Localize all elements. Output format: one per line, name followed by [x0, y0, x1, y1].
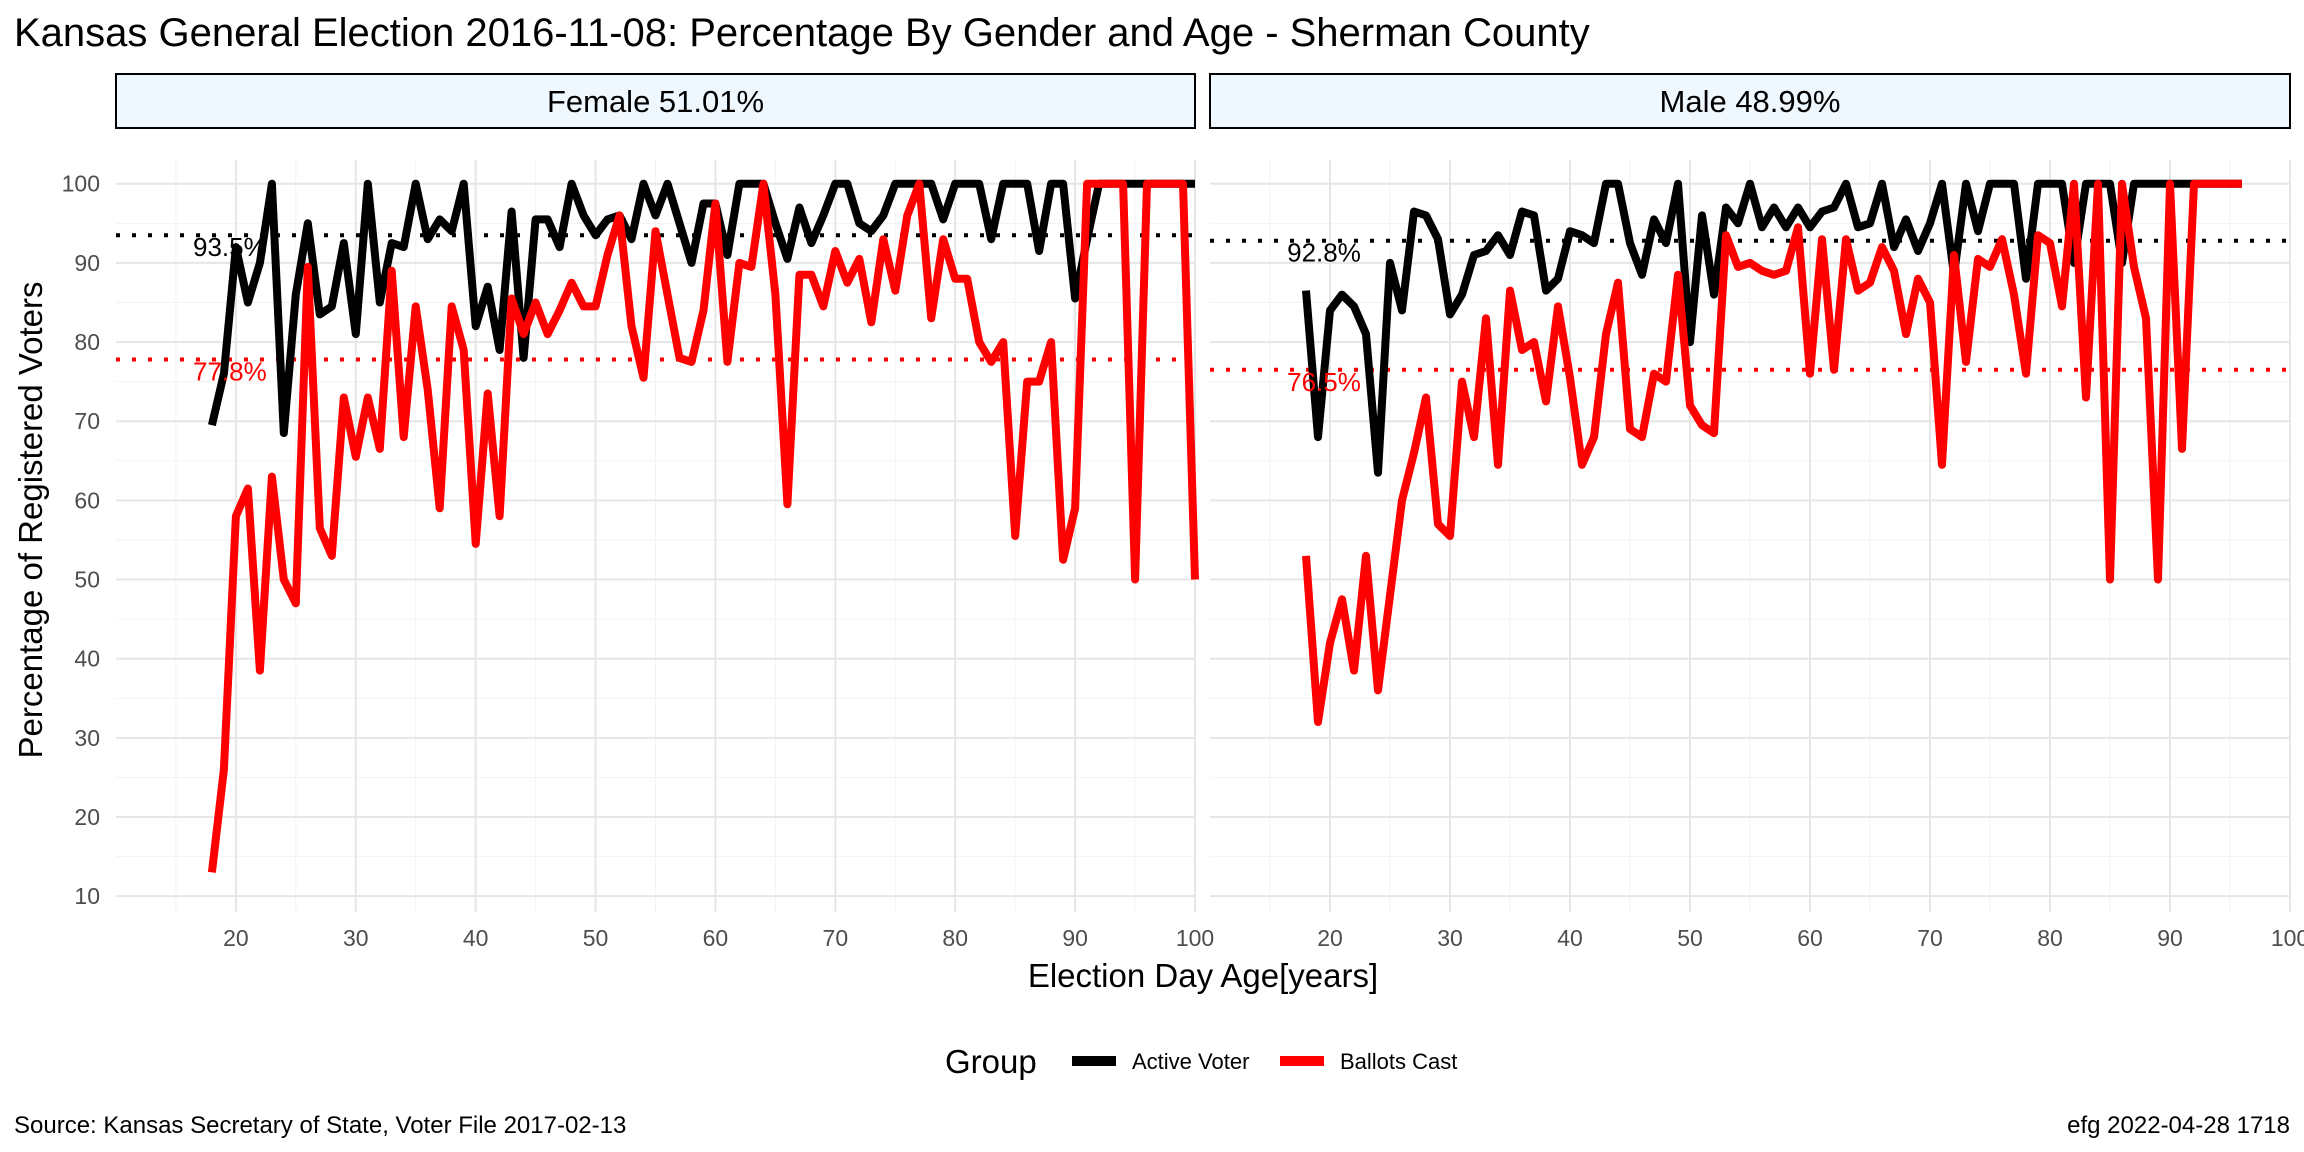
facet-strip-label: Male 48.99%: [1660, 84, 1841, 119]
legend-label-active-voter: Active Voter: [1132, 1049, 1249, 1074]
x-tick-label: 90: [1062, 925, 1088, 951]
ballots-cast-line: [207, 179, 1199, 873]
y-tick-label: 10: [74, 883, 100, 909]
credit-caption: efg 2022-04-28 1718: [2067, 1112, 2290, 1139]
active-voter-line: [1302, 179, 2242, 477]
y-tick-label: 100: [62, 171, 100, 197]
x-tick-label: 50: [583, 925, 609, 951]
y-tick-label: 60: [74, 487, 100, 513]
y-tick-label: 40: [74, 646, 100, 672]
x-tick-label: 100: [2271, 925, 2304, 951]
source-caption: Source: Kansas Secretary of State, Voter…: [14, 1112, 626, 1139]
x-tick-label: 30: [1437, 925, 1463, 951]
x-tick-label: 70: [1917, 925, 1943, 951]
ballots-cast-mean-label: 76.5%: [1287, 367, 1361, 397]
x-tick-label: 80: [2037, 925, 2063, 951]
x-tick-label: 100: [1176, 925, 1214, 951]
y-tick-label: 50: [74, 567, 100, 593]
panel-0: Female 51.01% 10 20 30 40 50 60 70 80 90 100 20 30 40…: [62, 73, 1214, 951]
y-tick-label: 90: [74, 250, 100, 276]
active-voter-mean-label: 93.5%: [193, 232, 267, 262]
active-voter-mean-label: 92.8%: [1287, 238, 1361, 268]
y-tick-label: 30: [74, 725, 100, 751]
x-tick-label: 40: [463, 925, 489, 951]
x-tick-label: 60: [1797, 925, 1823, 951]
x-tick-label: 60: [703, 925, 729, 951]
x-tick-label: 90: [2157, 925, 2183, 951]
x-tick-label: 30: [343, 925, 369, 951]
y-tick-label: 70: [74, 408, 100, 434]
legend-label-ballots-cast: Ballots Cast: [1340, 1049, 1457, 1074]
chart-title: Kansas General Election 2016-11-08: Perc…: [14, 11, 1590, 55]
facet-strip-label: Female 51.01%: [547, 84, 764, 119]
y-tick-label: 20: [74, 804, 100, 830]
x-tick-label: 80: [942, 925, 968, 951]
legend: Group Active Voter Ballots Cast: [945, 1043, 1457, 1080]
active-voter-line: [208, 179, 1195, 438]
x-tick-label: 20: [223, 925, 249, 951]
panel-1: Male 48.99% 20 30 40 50 60 70 80 90 100 92.8% 76.5%: [1209, 73, 2304, 951]
x-tick-label: 50: [1677, 925, 1703, 951]
y-axis-label: Percentage of Registered Voters: [12, 282, 49, 759]
y-tick-label: 80: [74, 329, 100, 355]
facet-strip: [1209, 73, 2291, 129]
facet-strip: [115, 73, 1196, 129]
legend-title: Group: [945, 1043, 1037, 1080]
panels: Female 51.01% 10 20 30 40 50 60 70 80 90 100 20 30 40…: [62, 73, 2304, 951]
x-tick-label: 70: [823, 925, 849, 951]
ballots-cast-mean-label: 77.8%: [193, 356, 267, 386]
ballots-cast-line: [1302, 179, 2242, 726]
x-axis-label: Election Day Age[years]: [1028, 957, 1378, 994]
x-tick-label: 40: [1557, 925, 1583, 951]
x-tick-label: 20: [1317, 925, 1343, 951]
